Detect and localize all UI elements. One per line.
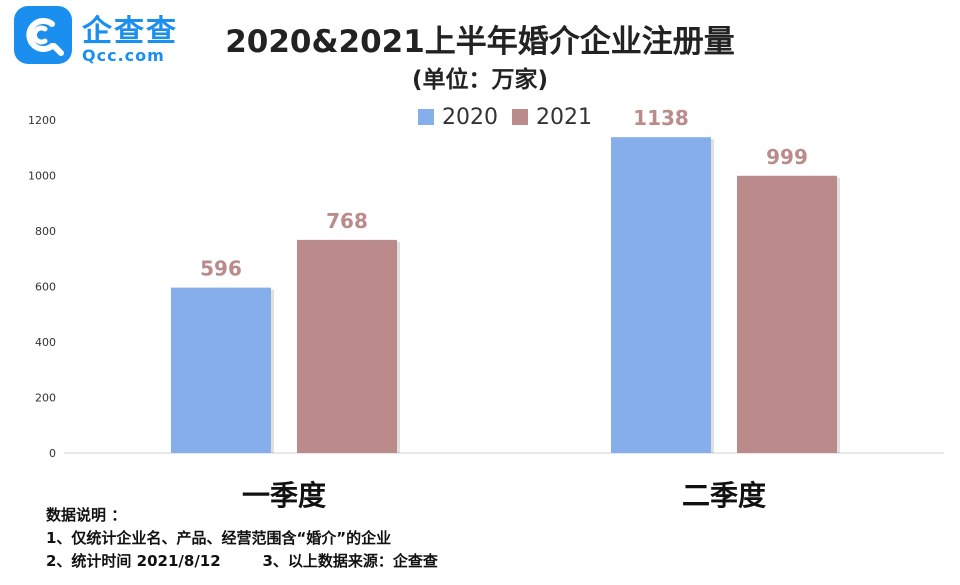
bar-2021-0 [297, 239, 397, 453]
bar-2020-0 [171, 287, 271, 453]
bar-2020-1 [611, 137, 711, 453]
y-tick-label: 1200 [28, 114, 56, 127]
notes-line-2: 2、统计时间 2021/8/12 3、以上数据来源：企查查 [46, 552, 438, 570]
legend-swatch-2020 [418, 109, 434, 125]
legend-swatch-2021 [512, 109, 528, 125]
notes-line-1: 1、仅统计企业名、产品、经营范围含“婚介”的企业 [46, 529, 392, 547]
y-tick-label: 1000 [28, 170, 56, 183]
legend-label-2020: 2020 [442, 104, 498, 130]
x-category-label: 一季度 [242, 479, 326, 512]
data-label: 596 [200, 257, 242, 281]
y-tick-label: 200 [35, 392, 56, 405]
legend-item-2021: 2021 [512, 105, 592, 130]
y-tick-label: 0 [49, 447, 56, 460]
legend-label-2021: 2021 [536, 104, 592, 130]
data-label: 768 [326, 209, 368, 233]
logo-name: 企查查 [82, 14, 178, 49]
chart-title: 2020&2021上半年婚介企业注册量 [225, 24, 735, 60]
data-label: 1138 [633, 106, 689, 130]
x-category-label: 二季度 [682, 479, 766, 512]
chart-subtitle: (单位：万家) [411, 67, 549, 93]
data-label: 999 [766, 145, 808, 169]
logo-url: Qcc.com [82, 46, 165, 65]
qcc-logo: 企查查 Qcc.com [14, 6, 184, 68]
legend: 2020 2021 [418, 103, 592, 131]
y-tick-label: 400 [35, 336, 56, 349]
legend-item-2020: 2020 [418, 105, 498, 130]
y-tick-label: 800 [35, 225, 56, 238]
qcc-logo-icon [14, 6, 72, 64]
notes-heading: 数据说明 ： [46, 506, 127, 524]
data-notes: 数据说明 ： 1、仅统计企业名、产品、经营范围含“婚介”的企业 2、统计时间 2… [46, 504, 438, 573]
y-tick-label: 600 [35, 281, 56, 294]
bar-2021-1 [737, 175, 837, 453]
